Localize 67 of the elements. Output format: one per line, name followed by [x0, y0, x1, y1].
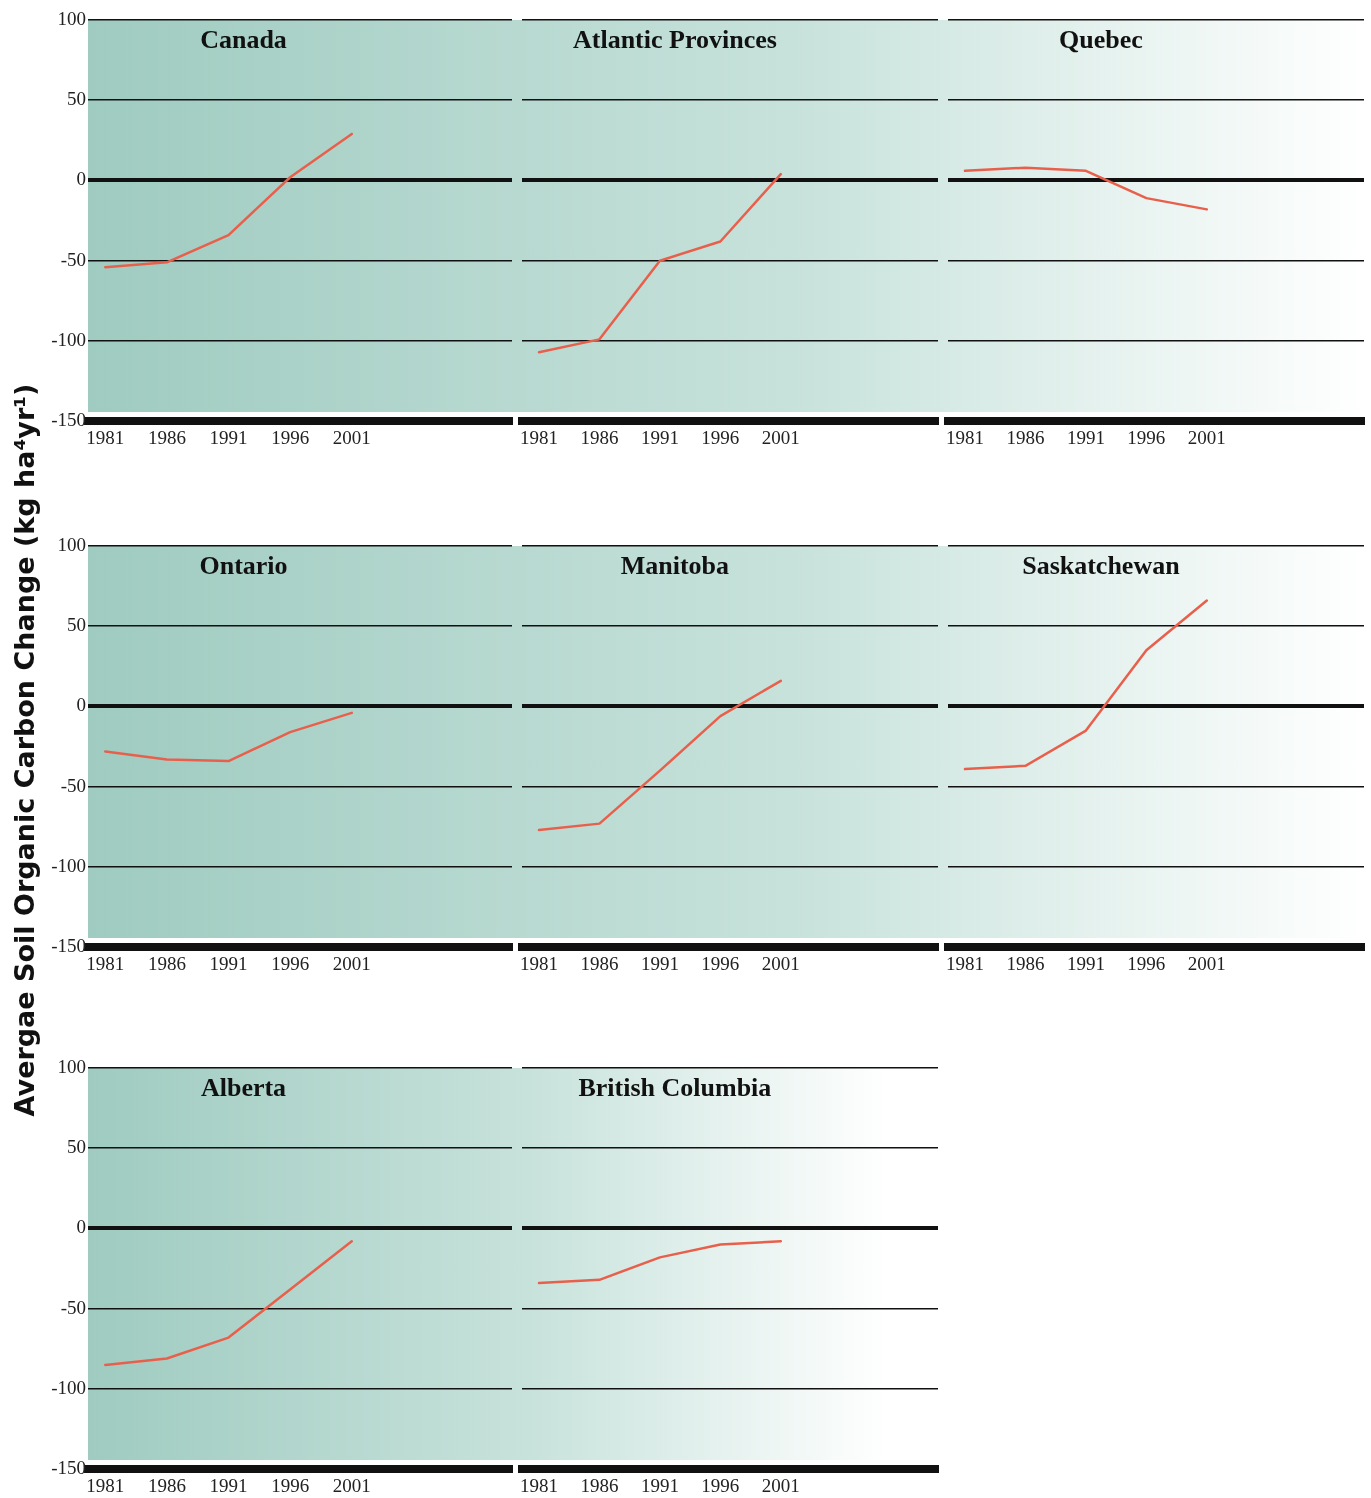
y-tick-label: 50	[67, 1136, 86, 1158]
chart-title: Ontario	[199, 550, 288, 580]
x-tick-label: 1996	[271, 1474, 310, 1496]
x-tick-label: 2001	[761, 952, 800, 974]
x-tick-label: 2001	[332, 426, 371, 448]
x-tick-label: 1991	[1066, 952, 1105, 974]
x-tick-label: 1991	[209, 1474, 248, 1496]
x-tick-label: 2001	[1187, 426, 1226, 448]
x-tick-label: 2001	[332, 952, 371, 974]
x-tick-label: 1981	[86, 426, 125, 448]
y-tick-label: -150	[51, 935, 86, 957]
y-tick-label: -50	[60, 1296, 86, 1318]
chart-title: British Columbia	[578, 1072, 772, 1102]
x-tick-label: 1986	[1006, 952, 1045, 974]
y-tick-label: 100	[57, 1055, 86, 1077]
x-tick-label: 1981	[946, 426, 984, 448]
x-tick-label: 1996	[1127, 952, 1166, 974]
x-tick-label: 2001	[761, 1474, 800, 1496]
chart-title: Quebec	[1059, 24, 1143, 54]
x-tick-label: 1996	[271, 426, 310, 448]
x-tick-label: 1981	[520, 952, 558, 974]
y-tick-label: 100	[57, 7, 86, 29]
x-tick-label: 1991	[209, 952, 248, 974]
y-tick-label: 100	[57, 533, 86, 555]
x-tick-label: 1981	[86, 1474, 125, 1496]
chart-title: Alberta	[200, 1072, 287, 1102]
x-tick-label: 1996	[701, 1474, 740, 1496]
y-tick-label: 50	[67, 614, 86, 636]
y-tick-label: 0	[76, 168, 86, 190]
x-tick-label: 1981	[946, 952, 984, 974]
x-tick-label: 1986	[580, 426, 619, 448]
chart-title: Atlantic Provinces	[572, 24, 777, 54]
y-tick-label: 0	[76, 694, 86, 716]
x-tick-label: 1986	[147, 952, 186, 974]
y-tick-label: -50	[60, 248, 86, 270]
y-tick-label: 0	[76, 1216, 86, 1238]
x-tick-label: 1996	[1127, 426, 1166, 448]
x-tick-label: 2001	[761, 426, 800, 448]
x-tick-label: 2001	[332, 1474, 371, 1496]
x-tick-label: 1986	[580, 952, 619, 974]
x-tick-label: 1991	[640, 952, 679, 974]
y-axis-title: Avergae Soil Organic Carbon Change (kg ha⁴yr¹)	[8, 383, 40, 1117]
x-tick-label: 1986	[580, 1474, 619, 1496]
y-tick-label: -50	[60, 774, 86, 796]
y-tick-label: 50	[67, 88, 86, 110]
x-tick-label: 1991	[640, 1474, 679, 1496]
x-tick-label: 1991	[1066, 426, 1105, 448]
x-tick-label: 1986	[1006, 426, 1045, 448]
y-tick-label: -100	[51, 854, 86, 876]
chart-title: Manitoba	[620, 550, 730, 580]
x-tick-label: 1991	[640, 426, 679, 448]
x-tick-label: 1996	[701, 952, 740, 974]
y-tick-label: -150	[51, 409, 86, 431]
x-tick-label: 1991	[209, 426, 248, 448]
y-tick-label: -100	[51, 328, 86, 350]
x-tick-label: 1986	[147, 426, 186, 448]
x-tick-label: 1986	[147, 1474, 186, 1496]
x-tick-label: 1996	[271, 952, 310, 974]
y-tick-label: -100	[51, 1376, 86, 1398]
x-tick-label: 1981	[86, 952, 125, 974]
y-tick-label: -150	[51, 1457, 86, 1479]
chart-title: Canada	[200, 24, 287, 54]
x-tick-label: 1981	[520, 1474, 558, 1496]
x-tick-label: 1981	[520, 426, 558, 448]
x-tick-label: 2001	[1187, 952, 1226, 974]
chart-title: Saskatchewan	[1022, 550, 1181, 580]
x-tick-label: 1996	[701, 426, 740, 448]
